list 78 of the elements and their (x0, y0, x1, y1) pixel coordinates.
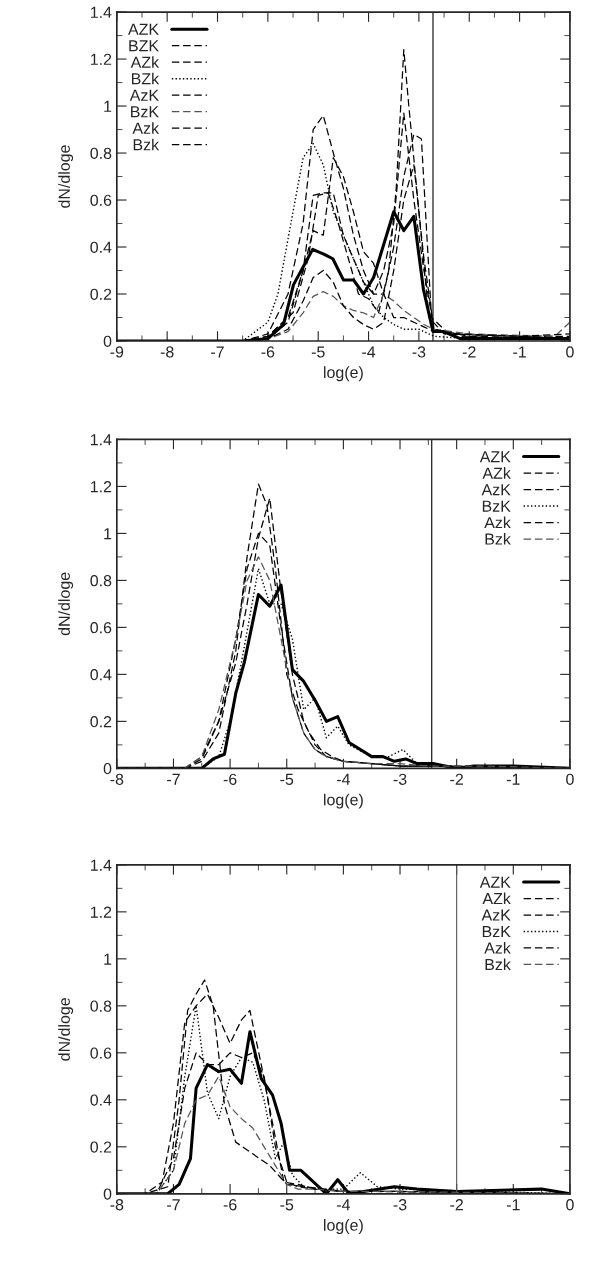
x-tick-label: -8 (110, 773, 124, 785)
x-tick-label: -3 (412, 346, 426, 358)
x-tick-label: -4 (362, 346, 376, 358)
x-tick-label: -5 (280, 1199, 294, 1211)
y-tick-label: 1.4 (90, 6, 112, 18)
x-tick-label: -7 (167, 773, 180, 785)
legend-label: BZK (129, 40, 159, 52)
x-axis-title: log(e) (324, 793, 363, 809)
x-tick-label: -6 (223, 1199, 237, 1211)
y-tick-label: 0.6 (90, 1047, 112, 1059)
x-tick-label: -6 (223, 773, 237, 785)
x-tick-label: -6 (261, 346, 275, 358)
legend-label: Azk (484, 516, 511, 529)
legend-label: AzK (129, 89, 159, 101)
y-tick-label: 1 (104, 528, 112, 540)
x-tick-label: 0 (566, 1199, 574, 1211)
y-tick-label: 1.2 (90, 53, 112, 65)
x-tick-label: -1 (513, 346, 526, 358)
legend-label: AZK (128, 23, 159, 35)
y-tick-label: 1 (104, 100, 112, 112)
x-tick-label: -7 (167, 1199, 180, 1211)
y-tick-label: 0.2 (90, 1141, 112, 1153)
legend-label: AzK (481, 909, 511, 921)
y-axis-title: dN/dloge (58, 572, 74, 636)
legend-label: AZk (130, 56, 160, 68)
x-tick-label: 0 (566, 773, 574, 785)
y-tick-label: 0.4 (90, 241, 112, 253)
x-tick-label: -5 (311, 346, 325, 358)
legend-label: Azk (484, 942, 511, 954)
y-tick-label: 0 (103, 1188, 112, 1200)
legend-label: Azk (132, 122, 160, 134)
x-tick-label: -4 (336, 1199, 351, 1211)
y-tick-label: 1.4 (90, 859, 112, 871)
x-tick-label: -9 (110, 346, 124, 358)
legend-label: Bzk (485, 533, 511, 545)
legend-label: BZk (131, 72, 160, 85)
legend-label: AZk (482, 467, 511, 479)
legend-label: BzK (131, 106, 159, 118)
legend-label: AZK (479, 876, 511, 888)
legend-label: AZK (479, 451, 511, 463)
x-tick-label: -3 (393, 773, 407, 785)
y-tick-label: 1.4 (90, 434, 112, 446)
legend-label: AzK (481, 484, 511, 496)
x-tick-label: -8 (110, 1199, 124, 1211)
x-tick-label: -2 (450, 773, 463, 785)
legend-label: AZk (482, 892, 511, 905)
y-axis-title: dN/dloge (58, 145, 74, 208)
x-tick-label: -1 (506, 773, 520, 785)
legend-label: BzK (482, 500, 511, 512)
legend-label: BzK (482, 926, 511, 938)
y-tick-label: 0 (103, 762, 112, 775)
y-tick-label: 1.2 (90, 906, 112, 918)
y-tick-label: 1.2 (90, 481, 112, 493)
legend-label: Bzk (485, 958, 511, 971)
y-tick-label: 0.8 (90, 147, 112, 159)
x-tick-label: -2 (462, 346, 476, 358)
y-tick-label: 0.2 (90, 288, 112, 300)
x-tick-label: -7 (211, 346, 224, 358)
x-axis-title: log(e) (324, 366, 363, 382)
x-tick-label: -2 (450, 1199, 463, 1211)
x-tick-label: 0 (566, 346, 574, 358)
x-tick-label: -4 (336, 773, 351, 785)
x-tick-label: -8 (160, 346, 174, 358)
y-tick-label: 0.6 (90, 194, 112, 206)
x-axis-title: log(e) (324, 1219, 363, 1234)
y-tick-label: 0.8 (90, 575, 112, 587)
y-tick-label: 0.6 (90, 622, 112, 634)
y-tick-label: 0.2 (90, 715, 112, 728)
y-tick-label: 0.4 (90, 1094, 112, 1106)
y-tick-label: 0 (103, 335, 112, 347)
y-tick-label: 0.4 (90, 669, 112, 681)
x-tick-label: -5 (280, 773, 294, 785)
x-tick-label: -3 (393, 1199, 407, 1211)
y-tick-label: 0.8 (90, 1000, 112, 1012)
legend-label: Bzk (133, 138, 160, 151)
y-axis-title: dN/dloge (58, 998, 74, 1061)
x-tick-label: -1 (506, 1199, 520, 1211)
y-tick-label: 1 (104, 953, 112, 965)
